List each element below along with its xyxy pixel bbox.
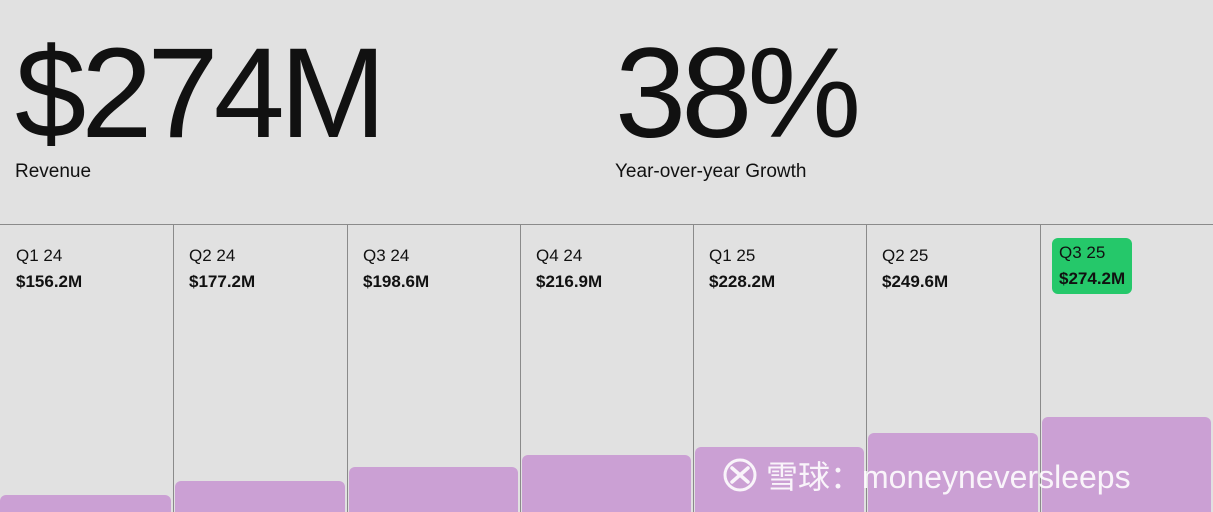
- quarter-revenue-value: $228.2M: [709, 272, 776, 291]
- revenue-bar: [868, 433, 1038, 512]
- quarter-label: Q1 24 $156.2M: [16, 245, 82, 293]
- revenue-bar: [1042, 417, 1211, 512]
- column-divider: [520, 225, 521, 512]
- column-divider: [173, 225, 174, 512]
- quarterly-revenue-chart: Q1 24 $156.2M Q2 24 $177.2M Q3 24 $198.6M Q4 2…: [0, 225, 1213, 512]
- quarter-label: Q1 25 $228.2M: [709, 245, 775, 293]
- quarter-name: Q3 25: [1059, 243, 1106, 262]
- quarter-label: Q4 24 $216.9M: [536, 245, 602, 293]
- quarter-revenue-value: $156.2M: [16, 272, 83, 291]
- quarter-name: Q4 24: [536, 246, 583, 265]
- column-divider: [347, 225, 348, 512]
- watermark: 雪球：moneyneversleeps: [722, 452, 1131, 498]
- revenue-bar: [695, 447, 864, 512]
- revenue-bar: [0, 495, 171, 512]
- revenue-bar: [349, 467, 518, 512]
- quarter-revenue-value: $198.6M: [363, 272, 430, 291]
- column-divider: [866, 225, 867, 512]
- quarter-label: Q3 24 $198.6M: [363, 245, 429, 293]
- revenue-bar: [522, 455, 691, 512]
- revenue-value: $274M: [15, 22, 386, 165]
- quarter-revenue-value: $177.2M: [189, 272, 256, 291]
- quarter-label: Q3 25 $274.2M: [1052, 238, 1133, 294]
- watermark-text: 雪球：moneyneversleeps: [766, 459, 1131, 495]
- quarter-revenue-value: $249.6M: [882, 272, 949, 291]
- snowball-logo-icon: [723, 458, 757, 492]
- quarter-revenue-value: $274.2M: [1059, 269, 1126, 288]
- growth-label: Year-over-year Growth: [615, 161, 807, 182]
- quarter-label: Q2 24 $177.2M: [189, 245, 255, 293]
- quarter-name: Q2 24: [189, 246, 236, 265]
- quarter-name: Q3 24: [363, 246, 410, 265]
- revenue-bar: [175, 481, 345, 512]
- quarter-label: Q2 25 $249.6M: [882, 245, 948, 293]
- column-divider: [1040, 225, 1041, 512]
- quarter-name: Q1 25: [709, 246, 756, 265]
- header-divider: [0, 224, 1213, 225]
- revenue-label: Revenue: [15, 161, 92, 182]
- quarter-revenue-value: $216.9M: [536, 272, 603, 291]
- quarter-name: Q2 25: [882, 246, 929, 265]
- column-divider: [693, 225, 694, 512]
- quarter-name: Q1 24: [16, 246, 63, 265]
- growth-value: 38%: [615, 22, 861, 165]
